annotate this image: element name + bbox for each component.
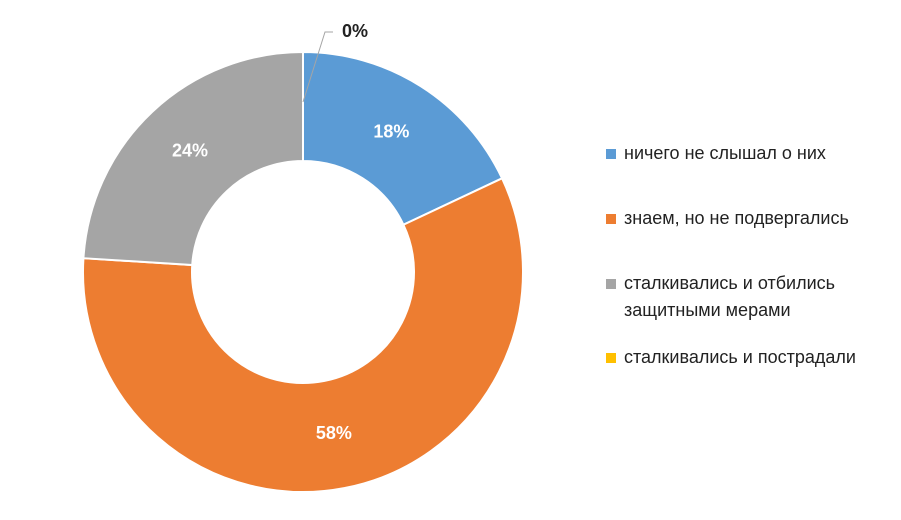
legend-label: сталкивались и отбились защитными мерами bbox=[624, 273, 836, 320]
legend: ничего не слышал о них знаем, но не подве… bbox=[606, 140, 886, 409]
data-label: 0% bbox=[342, 21, 368, 41]
leader-line bbox=[302, 31, 333, 103]
legend-item: знаем, но не подвергались bbox=[606, 205, 886, 232]
legend-label: сталкивались и пострадали bbox=[624, 347, 856, 367]
data-label: 58% bbox=[316, 423, 352, 443]
legend-swatch bbox=[606, 279, 616, 289]
legend-label: ничего не слышал о них bbox=[624, 143, 826, 163]
legend-label: знаем, но не подвергались bbox=[624, 208, 849, 228]
legend-swatch bbox=[606, 214, 616, 224]
data-label: 24% bbox=[172, 140, 208, 160]
legend-item: сталкивались и пострадали bbox=[606, 344, 886, 371]
data-label: 18% bbox=[373, 121, 409, 141]
legend-item: ничего не слышал о них bbox=[606, 140, 886, 167]
slice bbox=[82, 50, 304, 267]
legend-swatch bbox=[606, 149, 616, 159]
slice bbox=[302, 50, 504, 227]
legend-swatch bbox=[606, 353, 616, 363]
legend-item: сталкивались и отбились защитными мерами bbox=[606, 270, 886, 324]
slice bbox=[82, 176, 524, 493]
